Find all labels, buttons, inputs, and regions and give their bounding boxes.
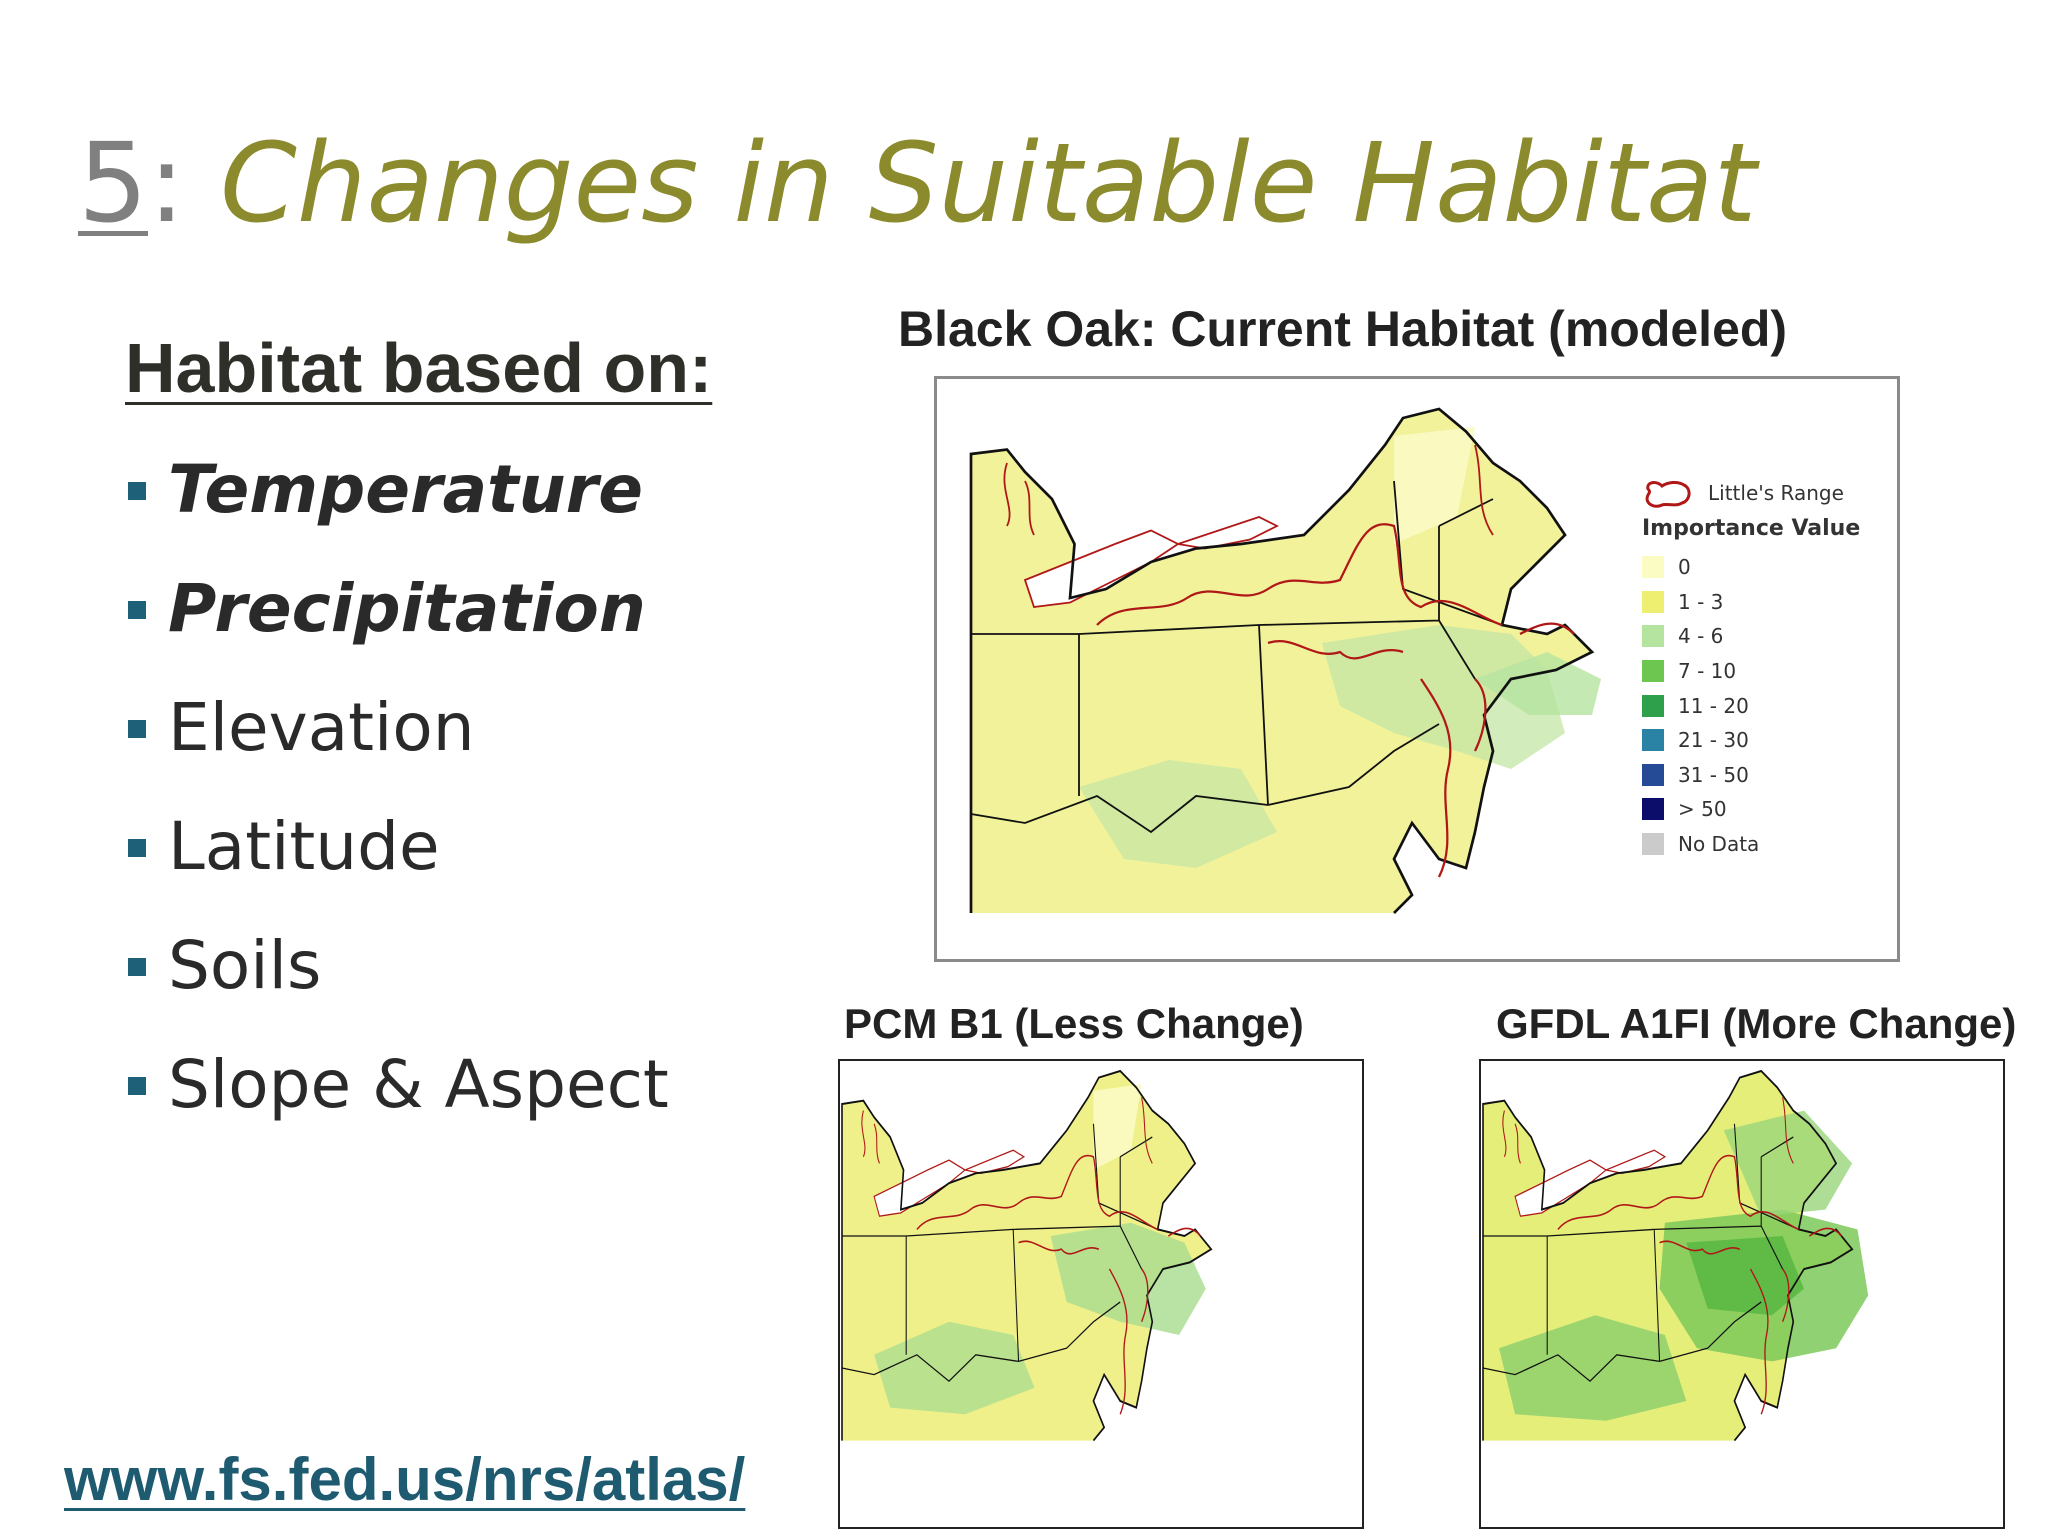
- legend-title: Importance Value: [1642, 516, 1861, 541]
- habitat-heading: Habitat based on:: [125, 329, 713, 407]
- factor-label: Latitude: [168, 808, 440, 885]
- legend-item: No Data: [1642, 827, 1860, 862]
- gfdl-a1fi-map-graphic: [1482, 1070, 1869, 1442]
- legend-item: 11 - 20: [1642, 688, 1860, 723]
- legend-item: > 50: [1642, 792, 1860, 827]
- pcm-b1-map-graphic: [841, 1070, 1213, 1442]
- factor-elevation: Elevation: [128, 678, 669, 797]
- green-patch: [1475, 652, 1601, 715]
- green-patch: [874, 1321, 1035, 1415]
- factor-slope-aspect: Slope & Aspect: [128, 1035, 669, 1154]
- pale-patch: [1093, 1084, 1142, 1170]
- factor-latitude: Latitude: [128, 797, 669, 916]
- legend-item: 4 - 6: [1642, 619, 1860, 654]
- green-patch: [1050, 1222, 1206, 1335]
- gfdl-a1fi-map: [1479, 1059, 2005, 1529]
- green-patch: [1499, 1315, 1687, 1421]
- slide-number: 5: [78, 119, 148, 247]
- map-legend: Little's Range Importance Value 0 1 - 3 …: [1642, 476, 1860, 861]
- legend-item: 1 - 3: [1642, 585, 1860, 620]
- pale-patch: [1394, 427, 1475, 544]
- bullet-square-icon: [128, 839, 146, 857]
- pcm-b1-caption: PCM B1 (Less Change): [844, 1000, 1304, 1047]
- factor-list: Temperature Precipitation Elevation Lati…: [128, 440, 669, 1154]
- legend-item-label: 4 - 6: [1678, 624, 1724, 649]
- legend-swatch: [1642, 556, 1664, 579]
- legend-swatch: [1642, 833, 1664, 856]
- legend-item-label: No Data: [1678, 832, 1760, 857]
- bullet-square-icon: [128, 720, 146, 738]
- legend-item: 7 - 10: [1642, 654, 1860, 689]
- legend-item: 21 - 30: [1642, 723, 1860, 758]
- legend-swatch: [1642, 729, 1664, 752]
- bullet-square-icon: [128, 1077, 146, 1095]
- green-patch: [1322, 625, 1565, 769]
- legend-swatch: [1642, 590, 1664, 613]
- legend-item-label: 31 - 50: [1678, 762, 1749, 787]
- legend-swatch: [1642, 625, 1664, 648]
- pcm-b1-map: [838, 1059, 1364, 1529]
- green-patch: [1079, 760, 1277, 868]
- factor-precipitation: Precipitation: [128, 559, 669, 678]
- factor-label: Slope & Aspect: [168, 1046, 669, 1123]
- legend-item-label: 7 - 10: [1678, 659, 1737, 684]
- factor-temperature: Temperature: [128, 440, 669, 559]
- current-habitat-caption: Black Oak: Current Habitat (modeled): [898, 301, 1788, 357]
- slide-title: 5: Changes in Suitable Habitat: [78, 118, 1757, 248]
- gfdl-a1fi-caption: GFDL A1FI (More Change): [1496, 1000, 2017, 1047]
- factor-label: Precipitation: [168, 570, 646, 647]
- range-outline-icon: [1645, 481, 1691, 508]
- factor-label: Elevation: [168, 689, 475, 766]
- legend-range-label: Little's Range: [1708, 481, 1844, 505]
- legend-swatch: [1642, 660, 1664, 683]
- legend-item-label: 11 - 20: [1678, 693, 1749, 718]
- legend-swatch: [1642, 798, 1664, 821]
- current-habitat-map: [934, 376, 1900, 962]
- legend-item-label: 0: [1678, 555, 1691, 580]
- factor-label: Temperature: [168, 451, 643, 528]
- legend-item: 31 - 50: [1642, 758, 1860, 793]
- title-text: Changes in Suitable Habitat: [220, 119, 1757, 247]
- bullet-square-icon: [128, 958, 146, 976]
- bullet-square-icon: [128, 482, 146, 500]
- legend-item: 0: [1642, 550, 1860, 585]
- legend-range-entry: Little's Range: [1642, 476, 1860, 510]
- title-colon: :: [148, 119, 186, 247]
- legend-swatch: [1642, 763, 1664, 786]
- legend-item-label: > 50: [1678, 797, 1727, 822]
- legend-swatch: [1642, 694, 1664, 717]
- bullet-square-icon: [128, 601, 146, 619]
- atlas-link[interactable]: www.fs.fed.us/nrs/atlas/: [64, 1446, 746, 1513]
- current-habitat-map-graphic: [969, 407, 1601, 915]
- factor-label: Soils: [168, 927, 322, 1004]
- factor-soils: Soils: [128, 916, 669, 1035]
- legend-item-label: 1 - 3: [1678, 589, 1724, 614]
- green-patch: [1686, 1236, 1804, 1316]
- legend-item-label: 21 - 30: [1678, 728, 1749, 753]
